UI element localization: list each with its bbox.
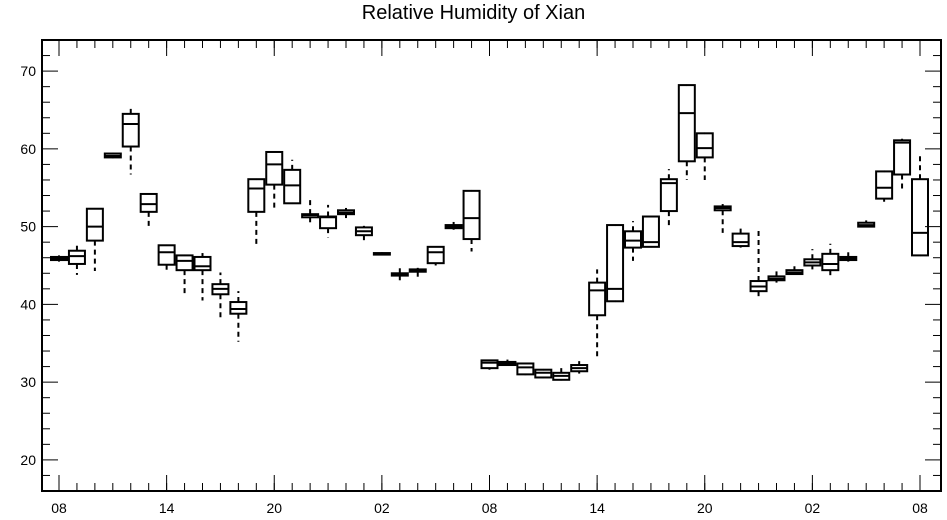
y-tick-label: 30 xyxy=(20,374,36,390)
box-item xyxy=(677,84,696,180)
box-item xyxy=(498,359,517,367)
box-item xyxy=(211,272,230,321)
box-iqr xyxy=(426,245,445,265)
box-iqr xyxy=(480,359,499,370)
box-item xyxy=(283,159,302,205)
box-item xyxy=(893,138,912,191)
box-item xyxy=(247,178,266,248)
box-item xyxy=(911,155,929,257)
box-item xyxy=(749,229,768,299)
box-iqr xyxy=(516,362,535,376)
x-tick-label: 20 xyxy=(697,500,713,516)
box-item xyxy=(857,220,876,228)
box-item xyxy=(606,224,625,303)
x-tick-label: 02 xyxy=(374,500,390,516)
box-iqr xyxy=(606,224,625,303)
box-item xyxy=(157,244,176,274)
box-iqr xyxy=(624,230,642,249)
box-iqr xyxy=(193,255,212,272)
box-item xyxy=(85,207,104,271)
box-iqr xyxy=(121,112,140,148)
box-iqr xyxy=(157,244,176,266)
y-tick-label: 20 xyxy=(20,452,36,468)
box-item xyxy=(570,361,589,374)
box-item xyxy=(390,267,409,281)
box-item xyxy=(175,254,194,295)
box-item xyxy=(875,170,894,202)
box-iqr xyxy=(731,232,750,248)
box-item xyxy=(552,368,571,381)
box-iqr xyxy=(677,84,696,163)
box-item xyxy=(265,150,284,209)
box-iqr xyxy=(695,132,714,159)
x-tick-label: 08 xyxy=(51,500,67,516)
box-iqr xyxy=(85,207,104,242)
box-item xyxy=(67,242,86,275)
box-item xyxy=(229,291,248,342)
box-iqr xyxy=(283,168,302,205)
box-iqr xyxy=(175,254,194,272)
box-iqr xyxy=(265,150,284,186)
box-iqr xyxy=(67,249,86,265)
box-iqr xyxy=(462,189,481,241)
box-item xyxy=(767,268,786,283)
box-item xyxy=(354,225,373,241)
box-item xyxy=(50,255,68,262)
box-item xyxy=(516,362,535,376)
box-item xyxy=(803,249,822,270)
y-tick-label: 40 xyxy=(20,296,36,312)
box-iqr xyxy=(875,170,894,200)
box-item xyxy=(103,152,122,159)
box-item xyxy=(695,132,714,180)
box-item xyxy=(319,204,338,238)
box-item xyxy=(534,368,553,379)
chart-title: Relative Humidity of Xian xyxy=(361,2,586,24)
x-tick-label: 20 xyxy=(266,500,282,516)
box-item xyxy=(731,225,750,248)
x-tick-label: 08 xyxy=(482,500,498,516)
box-item xyxy=(588,269,607,358)
box-item xyxy=(193,253,212,301)
box-iqr xyxy=(659,178,678,213)
box-iqr xyxy=(247,178,266,213)
x-tick-label: 08 xyxy=(912,500,928,516)
box-item xyxy=(462,189,481,252)
box-item xyxy=(408,267,427,279)
x-tick-label: 14 xyxy=(589,500,605,516)
box-item xyxy=(641,215,660,248)
box-iqr xyxy=(139,192,158,213)
box-item xyxy=(121,107,140,175)
box-item xyxy=(444,221,463,230)
box-item xyxy=(337,207,355,219)
x-tick-label: 14 xyxy=(159,500,175,516)
box-item xyxy=(426,245,445,266)
box-item xyxy=(713,204,732,233)
box-item xyxy=(839,252,858,262)
box-iqr xyxy=(821,252,840,272)
box-item xyxy=(480,359,499,370)
plot-frame xyxy=(41,39,942,492)
box-item xyxy=(624,221,642,261)
y-tick-label: 60 xyxy=(20,141,36,157)
box-item xyxy=(139,192,158,229)
box-iqr xyxy=(229,301,248,315)
y-tick-label: 70 xyxy=(20,63,36,79)
box-iqr xyxy=(588,281,607,317)
box-iqr xyxy=(911,178,929,257)
box-item xyxy=(785,266,804,276)
x-tick-label: 02 xyxy=(805,500,821,516)
box-item xyxy=(659,169,678,228)
y-tick-label: 50 xyxy=(20,219,36,235)
box-item xyxy=(301,199,320,226)
box-iqr xyxy=(641,215,660,248)
box-item xyxy=(372,252,391,256)
box-item xyxy=(821,243,840,276)
box-iqr xyxy=(893,139,912,176)
